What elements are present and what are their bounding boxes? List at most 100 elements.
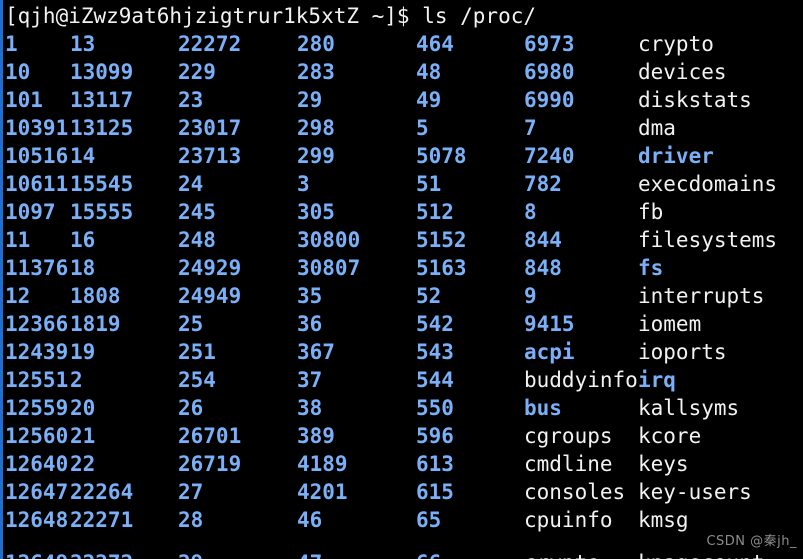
proc-entry-directory: 12648: [5, 508, 69, 532]
proc-entry-directory: 15545: [70, 172, 134, 196]
proc-entry-file: crypto: [638, 32, 714, 56]
proc-entry-directory: 36: [297, 312, 323, 336]
proc-entry-file: ioports: [638, 340, 727, 364]
proc-entry-directory: 25: [178, 312, 204, 336]
proc-entry-file: fb: [638, 200, 664, 224]
proc-entry-file: dma: [638, 116, 676, 140]
proc-entry-file: cpuinfo: [524, 508, 613, 532]
proc-entry-directory: 6990: [524, 88, 575, 112]
proc-entry-directory: 1: [5, 32, 18, 56]
output-row: 12366 1819 25 36 542 9415 iomem: [0, 310, 803, 338]
proc-entry-directory: 2: [70, 368, 83, 392]
proc-entry-directory: 367: [297, 340, 335, 364]
proc-entry-directory: 13: [70, 32, 96, 56]
proc-entry-directory: 550: [416, 396, 454, 420]
proc-entry-directory: 254: [178, 368, 216, 392]
shell-prompt-line: [qjh@iZwz9at6hjzigtrur1k5xtZ ~]$ ls /pro…: [5, 4, 537, 28]
proc-entry-directory: 38: [297, 396, 323, 420]
proc-entry-file: keys: [638, 452, 689, 476]
proc-entry-directory: 35: [297, 284, 323, 308]
proc-entry-directory: 12: [5, 284, 31, 308]
proc-entry-file: cmdline: [524, 452, 613, 476]
proc-entry-directory: 23017: [178, 116, 242, 140]
proc-entry-file: execdomains: [638, 172, 778, 196]
proc-entry-directory: irq: [638, 368, 676, 392]
proc-entry-file: key-users: [638, 480, 752, 504]
proc-entry-directory: 14: [70, 144, 96, 168]
proc-entry-directory: 10: [5, 60, 31, 84]
proc-entry-directory: 22271: [70, 508, 134, 532]
proc-entry-directory: 30807: [297, 256, 361, 280]
proc-entry-file: kpagecount: [638, 550, 764, 559]
proc-entry-directory: 29: [178, 550, 203, 559]
proc-entry-file: kallsyms: [638, 396, 740, 420]
proc-entry-directory: 16: [70, 228, 96, 252]
proc-entry-directory: 12439: [5, 340, 69, 364]
terminal-left-rail: [0, 0, 3, 559]
proc-entry-directory: 782: [524, 172, 562, 196]
output-row: 12551 2 254 37 544 buddyinfo irq: [0, 366, 803, 394]
proc-entry-directory: 20: [70, 396, 96, 420]
proc-entry-directory: 299: [297, 144, 335, 168]
proc-entry-directory: 49: [416, 88, 442, 112]
proc-entry-file: kmsg: [638, 508, 689, 532]
proc-entry-directory: 283: [297, 60, 335, 84]
proc-entry-directory: 22272: [178, 32, 242, 56]
proc-entry-directory: 26719: [178, 452, 242, 476]
proc-entry-directory: 298: [297, 116, 335, 140]
proc-entry-directory: 12560: [5, 424, 69, 448]
proc-entry-directory: fs: [638, 256, 664, 280]
proc-entry-directory: 5163: [416, 256, 467, 280]
proc-entry-directory: 6973: [524, 32, 575, 56]
proc-entry-directory: 26: [178, 396, 204, 420]
proc-entry-directory: 5152: [416, 228, 467, 252]
output-row: 12559 20 26 38 550 bus kallsyms: [0, 394, 803, 422]
proc-entry-directory: 12366: [5, 312, 69, 336]
proc-entry-directory: 9415: [524, 312, 575, 336]
proc-entry-directory: 5078: [416, 144, 467, 168]
proc-entry-directory: 7: [524, 116, 537, 140]
output-row: 12640 22 26719 4189 613 cmdline keys: [0, 450, 803, 478]
proc-entry-directory: 29: [297, 88, 323, 112]
proc-entry-directory: 7240: [524, 144, 575, 168]
proc-entry-file: consoles: [524, 480, 626, 504]
proc-entry-directory: 280: [297, 32, 335, 56]
output-row: 12 1808 24949 35 52 9 interrupts: [0, 282, 803, 310]
proc-entry-directory: 1819: [70, 312, 121, 336]
proc-entry-directory: 544: [416, 368, 454, 392]
output-row: 12647 22264 27 4201 615 consoles key-users: [0, 478, 803, 506]
output-row: 11 16 248 30800 5152 844 filesystems: [0, 226, 803, 254]
proc-entry-directory: 5: [416, 116, 429, 140]
proc-entry-directory: 23713: [178, 144, 242, 168]
output-row: 10611 15545 24 3 51 782 execdomains: [0, 170, 803, 198]
proc-entry-directory: 22272: [70, 550, 133, 559]
output-row: 10391 13125 23017 298 5 7 dma: [0, 114, 803, 142]
proc-entry-directory: 13099: [70, 60, 134, 84]
ls-output-grid: 1 13 22272 280 464 6973 crypto 10 13099 229 283 48 6…: [0, 30, 803, 534]
proc-entry-directory: 24929: [178, 256, 242, 280]
proc-entry-directory: 24949: [178, 284, 242, 308]
proc-entry-directory: 6980: [524, 60, 575, 84]
proc-entry-file: cgroups: [524, 424, 613, 448]
proc-entry-directory: 305: [297, 200, 335, 224]
proc-entry-directory: 248: [178, 228, 216, 252]
proc-entry-directory: 12640: [5, 452, 69, 476]
proc-entry-directory: 512: [416, 200, 454, 224]
proc-entry-directory: 4201: [297, 480, 348, 504]
output-row: 12648 22271 28 46 65 cpuinfo kmsg: [0, 506, 803, 534]
proc-entry-directory: 389: [297, 424, 335, 448]
proc-entry-directory: 52: [416, 284, 442, 308]
proc-entry-directory: 10516: [5, 144, 69, 168]
proc-entry-directory: 15555: [70, 200, 134, 224]
proc-entry-directory: 28: [178, 508, 204, 532]
proc-entry-directory: 245: [178, 200, 216, 224]
proc-entry-directory: 10391: [5, 116, 69, 140]
proc-entry-file: interrupts: [638, 284, 765, 308]
proc-entry-directory: 596: [416, 424, 454, 448]
proc-entry-file: devices: [638, 60, 727, 84]
proc-entry-directory: 4189: [297, 452, 348, 476]
proc-entry-directory: 10611: [5, 172, 69, 196]
proc-entry-directory: 24: [178, 172, 204, 196]
